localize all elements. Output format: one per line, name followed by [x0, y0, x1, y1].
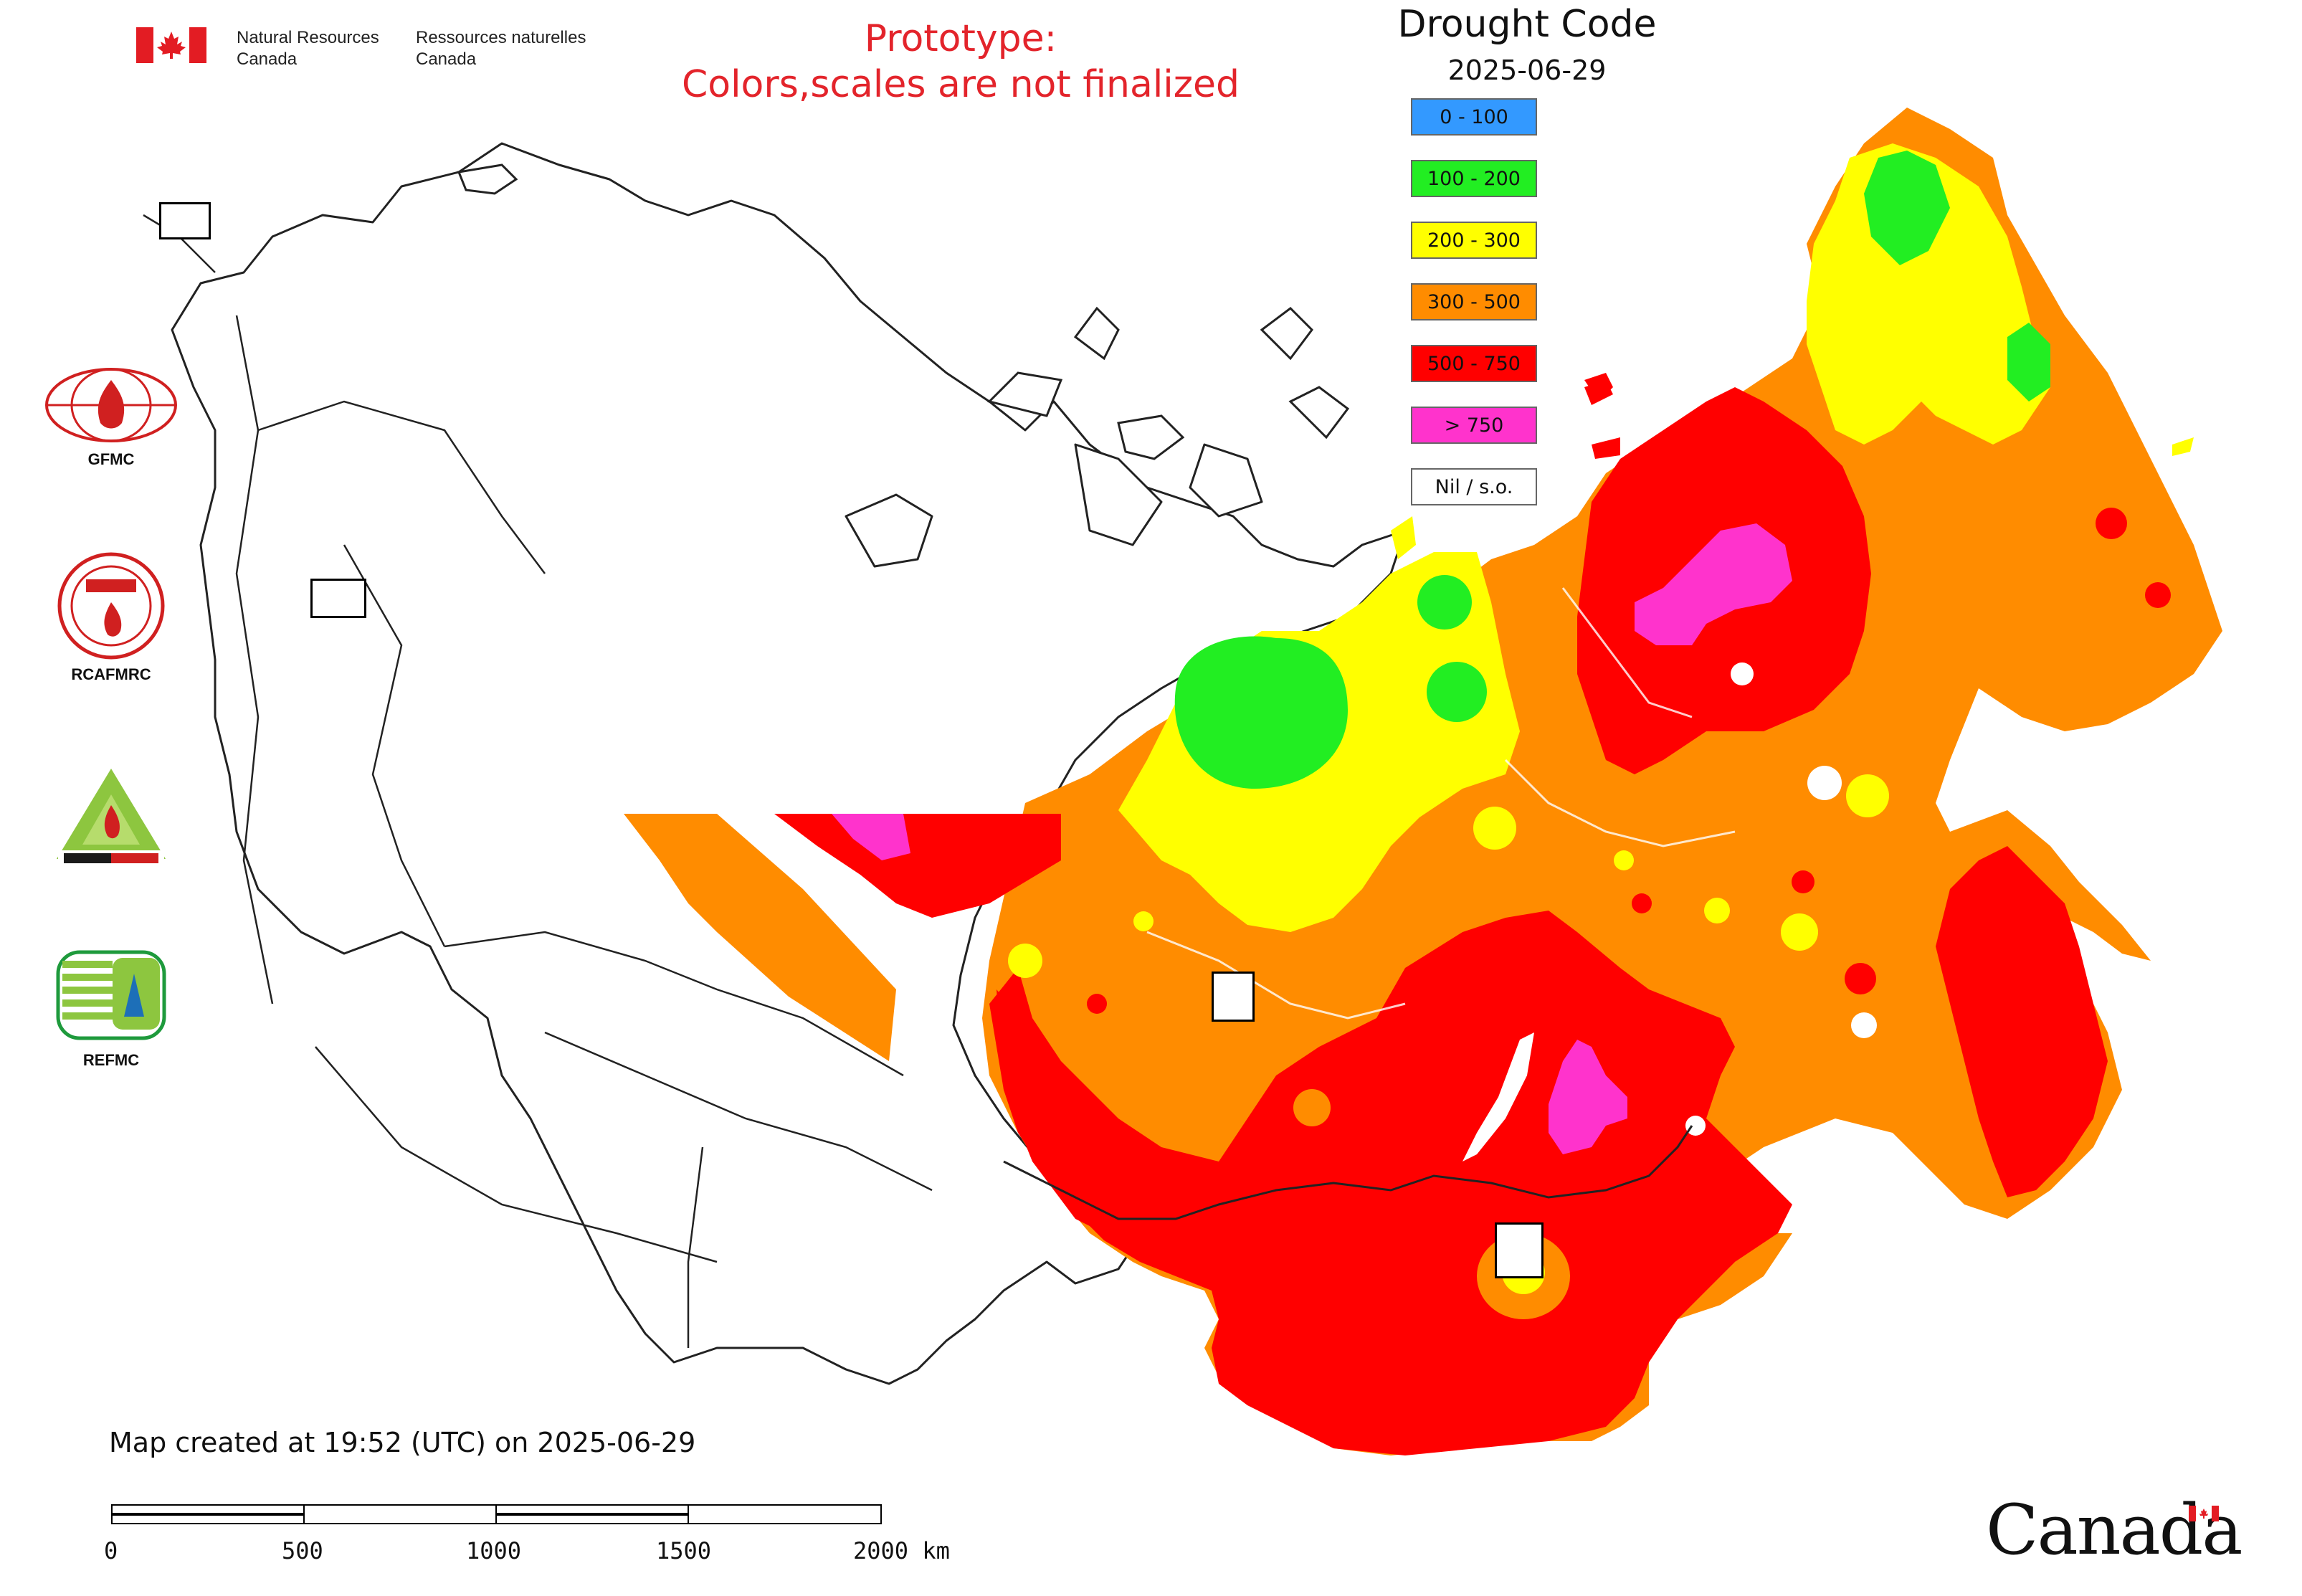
legend: 0 - 100 100 - 200 200 - 300 300 - 500 50…	[1411, 98, 1537, 530]
prototype-notice-line2: Colors,scales are not finalized	[681, 63, 1240, 106]
rcafmrc-logo-icon	[57, 552, 165, 660]
rcafmrc-logo: RCAFMRC	[39, 552, 183, 684]
canada-wordmark: Canada	[1986, 1490, 2242, 1570]
map-created-timestamp: Map created at 19:52 (UTC) on 2025-06-29	[109, 1427, 696, 1458]
scale-label-0: 0	[104, 1537, 118, 1564]
lake-baikal	[1462, 1032, 1534, 1162]
reefmc-logo-icon	[57, 769, 166, 866]
gfmc-logo-icon	[45, 368, 177, 442]
department-name-en: Natural Resources Canada	[237, 28, 379, 69]
arctic-islands	[457, 163, 1350, 460]
wordmark-flag-icon	[2189, 1506, 2219, 1521]
map-marker-gfmc	[159, 202, 211, 239]
dc-zone-over-750-north	[1635, 523, 1792, 645]
scale-label-1500: 1500	[656, 1537, 712, 1564]
legend-item-over-750: > 750	[1411, 407, 1537, 444]
internal-boundaries	[143, 214, 933, 1348]
prototype-notice: Prototype: Colors,scales are not finaliz…	[645, 16, 1276, 108]
legend-item-200-300: 200 - 300	[1411, 222, 1537, 259]
dc-zone-200-300-northeast	[1807, 143, 2050, 445]
international-border	[1003, 1125, 1693, 1220]
legend-item-0-100: 0 - 100	[1411, 98, 1537, 136]
drought-code-shading	[624, 108, 2222, 1455]
data-streaks-orange	[624, 814, 896, 1061]
gfmc-logo: GFMC	[39, 366, 183, 469]
map-marker-refmc	[1212, 972, 1255, 1022]
legend-item-100-200: 100 - 200	[1411, 160, 1537, 197]
legend-item-500-750: 500 - 750	[1411, 345, 1537, 382]
legend-item-300-500: 300 - 500	[1411, 283, 1537, 320]
scale-label-1000: 1000	[466, 1537, 522, 1564]
data-streaks-red	[774, 814, 1061, 918]
department-name-fr: Ressources naturelles Canada	[416, 28, 586, 69]
data-streaks-magenta	[832, 814, 910, 860]
prototype-notice-line1: Prototype:	[864, 17, 1057, 60]
scale-label-500: 500	[282, 1537, 323, 1564]
dc-zone-500-750-east	[1936, 846, 2108, 1197]
refmc-logo-icon	[56, 950, 166, 1040]
rcafmrc-label: RCAFMRC	[71, 665, 151, 683]
arctic-islands-colored	[1391, 380, 2194, 559]
reefmc-logo	[39, 766, 183, 879]
rivers	[1146, 587, 1736, 1020]
dc-zone-100-200	[1174, 636, 1348, 789]
scale-bar	[111, 1504, 882, 1526]
map-marker-reefmc	[310, 579, 366, 618]
legend-date: 2025-06-29	[1447, 54, 1607, 86]
western-country-outlines	[171, 142, 1407, 1385]
refmc-label: REFMC	[82, 1051, 140, 1069]
gfmc-label: GFMC	[87, 450, 135, 468]
scale-label-2000: 2000 km	[853, 1537, 950, 1564]
dc-zone-over-750-south	[1549, 1040, 1627, 1154]
legend-item-nil: Nil / s.o.	[1411, 468, 1537, 505]
legend-title: Drought Code	[1397, 3, 1657, 46]
refmc-logo: REFMC	[39, 945, 183, 1070]
map-marker-rcafmrc	[1495, 1222, 1544, 1278]
government-signature: Natural Resources Canada Ressources natu…	[136, 27, 602, 70]
canada-flag-icon	[136, 27, 206, 63]
